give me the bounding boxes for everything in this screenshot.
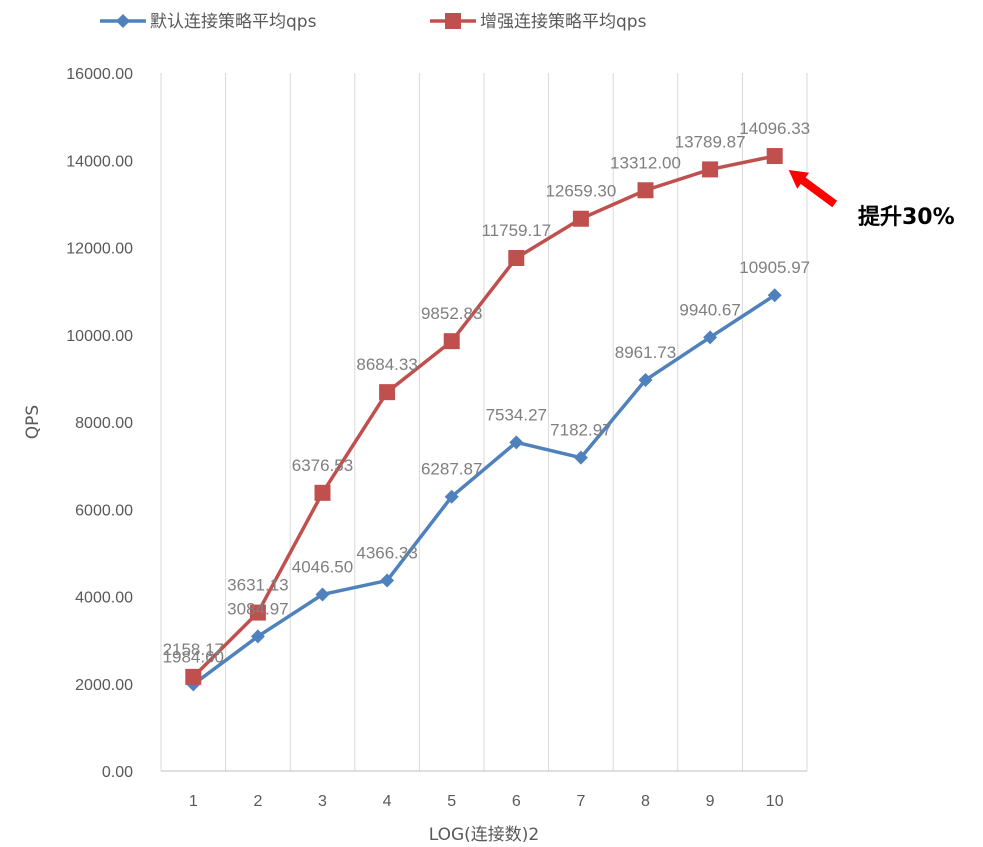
data-label: 3084.97 <box>227 599 288 618</box>
y-tick-label: 10000.00 <box>66 328 133 345</box>
data-label: 9852.83 <box>421 304 482 323</box>
data-label: 4046.50 <box>292 557 353 576</box>
series-2 <box>185 148 783 685</box>
y-tick-label: 8000.00 <box>75 415 133 432</box>
x-tick-label: 5 <box>447 793 456 810</box>
y-tick-label: 12000.00 <box>66 241 133 258</box>
data-label: 3631.13 <box>227 576 288 595</box>
legend-label: 增强连接策略平均qps <box>480 12 647 32</box>
x-tick-label: 1 <box>189 793 198 810</box>
data-label: 11759.17 <box>481 221 551 240</box>
diamond-marker <box>573 450 588 465</box>
x-tick-label: 7 <box>576 793 585 810</box>
x-tick-label: 6 <box>512 793 521 810</box>
square-marker <box>445 13 461 29</box>
series-line <box>192 154 776 679</box>
data-label: 9940.67 <box>679 300 740 319</box>
diamond-marker <box>703 330 718 345</box>
diamond-marker <box>444 489 459 504</box>
annotation-arrow-icon <box>788 170 838 208</box>
diamond-marker <box>116 14 130 28</box>
legend: 默认连接策略平均qps 增强连接策略平均qps <box>100 12 647 32</box>
annotation-text: 提升30% <box>858 204 955 230</box>
legend-item-2: 增强连接策略平均qps <box>430 12 647 32</box>
y-tick-label: 4000.00 <box>75 590 133 607</box>
data-label: 13312.00 <box>610 153 681 172</box>
series-line <box>192 293 776 686</box>
annotation: 提升30% <box>788 170 955 230</box>
series-layer <box>185 148 783 692</box>
square-marker <box>702 161 719 178</box>
square-marker <box>508 250 525 267</box>
data-label: 7534.27 <box>486 405 547 424</box>
square-marker <box>314 484 331 501</box>
y-tick-label: 0.00 <box>102 764 133 781</box>
data-label: 2158.17 <box>163 640 224 659</box>
diamond-marker <box>250 629 265 644</box>
diamond-marker <box>509 435 524 450</box>
x-tick-label: 4 <box>383 793 392 810</box>
square-marker <box>249 604 266 621</box>
legend-item-1: 默认连接策略平均qps <box>100 12 317 32</box>
square-marker <box>572 210 589 227</box>
x-tick-label: 2 <box>253 793 262 810</box>
y-tick-label: 2000.00 <box>75 677 133 694</box>
x-tick-label: 8 <box>641 793 650 810</box>
data-label: 13789.87 <box>675 132 746 151</box>
square-marker <box>443 333 460 350</box>
data-label: 10905.97 <box>739 258 810 277</box>
data-label: 12659.30 <box>545 182 616 201</box>
gridlines <box>160 73 808 771</box>
diamond-marker <box>315 587 330 602</box>
data-label: 8684.33 <box>356 355 417 374</box>
legend-label: 默认连接策略平均qps <box>150 12 317 32</box>
x-tick-label: 3 <box>318 793 327 810</box>
y-tick-label: 14000.00 <box>66 153 133 170</box>
data-label: 8961.73 <box>615 343 676 362</box>
data-label: 6376.53 <box>292 456 353 475</box>
data-label: 4366.33 <box>356 544 417 563</box>
y-axis-title: QPS <box>23 405 43 439</box>
data-label: 7182.97 <box>550 421 611 440</box>
diamond-marker <box>638 373 653 388</box>
y-tick-label: 16000.00 <box>66 66 133 83</box>
x-tick-label: 9 <box>706 793 715 810</box>
data-label: 6287.87 <box>421 460 482 479</box>
y-tick-label: 6000.00 <box>75 502 133 519</box>
x-tick-label: 10 <box>766 793 784 810</box>
square-marker <box>185 668 202 685</box>
data-label: 1984.60 <box>163 647 224 666</box>
x-axis-title: LOG(连接数)2 <box>429 825 540 845</box>
square-marker <box>379 384 396 401</box>
axes: 0.00 2000.00 4000.00 6000.00 8000.00 10000.00… <box>66 66 807 810</box>
square-marker <box>637 182 654 199</box>
square-marker <box>766 148 783 165</box>
data-label: 14096.33 <box>739 119 810 138</box>
diamond-marker <box>380 573 395 588</box>
diamond-marker <box>767 288 782 303</box>
